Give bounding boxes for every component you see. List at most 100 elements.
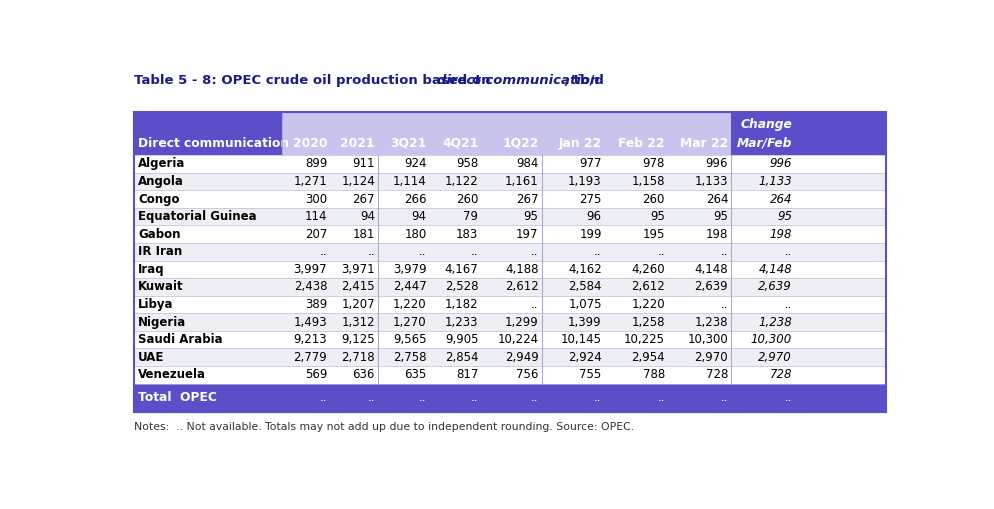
Text: 728: 728 bbox=[769, 369, 791, 381]
Text: 2,954: 2,954 bbox=[630, 351, 664, 364]
Text: 10,145: 10,145 bbox=[561, 333, 601, 346]
Text: ..: .. bbox=[418, 391, 426, 404]
Text: 755: 755 bbox=[579, 369, 601, 381]
Text: 260: 260 bbox=[642, 192, 664, 206]
Text: 1,124: 1,124 bbox=[341, 175, 375, 188]
Text: 207: 207 bbox=[304, 228, 327, 241]
Text: 1,161: 1,161 bbox=[504, 175, 538, 188]
Text: 1,220: 1,220 bbox=[393, 298, 426, 311]
Text: 3,971: 3,971 bbox=[341, 263, 375, 276]
Text: 95: 95 bbox=[523, 210, 538, 223]
Bar bbox=[133, 112, 886, 155]
Bar bbox=[133, 366, 886, 384]
Text: Table 5 - 8: OPEC crude oil production based on: Table 5 - 8: OPEC crude oil production b… bbox=[133, 74, 494, 87]
Text: 2,639: 2,639 bbox=[757, 280, 791, 294]
Text: 1,493: 1,493 bbox=[293, 316, 327, 329]
Text: 1,271: 1,271 bbox=[293, 175, 327, 188]
Text: ..: .. bbox=[657, 391, 664, 404]
Bar bbox=[133, 112, 886, 412]
Bar bbox=[133, 173, 886, 190]
Text: Feb 22: Feb 22 bbox=[618, 136, 664, 150]
Text: Direct communication: Direct communication bbox=[138, 136, 289, 150]
Text: 267: 267 bbox=[352, 192, 375, 206]
Bar bbox=[133, 278, 886, 296]
Text: 1,158: 1,158 bbox=[631, 175, 664, 188]
Text: 275: 275 bbox=[579, 192, 601, 206]
Text: 2021: 2021 bbox=[340, 136, 375, 150]
Text: 94: 94 bbox=[412, 210, 426, 223]
Text: 2,438: 2,438 bbox=[293, 280, 327, 294]
Text: 899: 899 bbox=[304, 157, 327, 171]
Text: ..: .. bbox=[367, 391, 375, 404]
Text: 569: 569 bbox=[304, 369, 327, 381]
Text: 1,299: 1,299 bbox=[504, 316, 538, 329]
Text: 2020: 2020 bbox=[292, 136, 327, 150]
Text: 4,148: 4,148 bbox=[757, 263, 791, 276]
Text: 1,122: 1,122 bbox=[444, 175, 478, 188]
Text: 9,565: 9,565 bbox=[393, 333, 426, 346]
Text: 9,213: 9,213 bbox=[293, 333, 327, 346]
Text: Libya: Libya bbox=[138, 298, 174, 311]
Text: ..: .. bbox=[531, 391, 538, 404]
Text: 996: 996 bbox=[705, 157, 728, 171]
Text: ..: .. bbox=[784, 391, 791, 404]
Text: 1Q22: 1Q22 bbox=[502, 136, 538, 150]
Text: UAE: UAE bbox=[138, 351, 164, 364]
Bar bbox=[133, 349, 886, 366]
Text: 198: 198 bbox=[769, 228, 791, 241]
Text: 1,193: 1,193 bbox=[568, 175, 601, 188]
Text: 197: 197 bbox=[516, 228, 538, 241]
Text: 95: 95 bbox=[776, 210, 791, 223]
Bar bbox=[133, 261, 886, 278]
Text: 1,075: 1,075 bbox=[568, 298, 601, 311]
Text: ..: .. bbox=[531, 298, 538, 311]
Text: 958: 958 bbox=[455, 157, 478, 171]
Text: 2,447: 2,447 bbox=[393, 280, 426, 294]
Bar bbox=[133, 384, 886, 412]
Text: 1,312: 1,312 bbox=[341, 316, 375, 329]
Text: 2,612: 2,612 bbox=[504, 280, 538, 294]
Bar bbox=[133, 225, 886, 243]
Text: 1,399: 1,399 bbox=[568, 316, 601, 329]
Text: ..: .. bbox=[531, 245, 538, 258]
Text: 2,854: 2,854 bbox=[444, 351, 478, 364]
Text: Mar/Feb: Mar/Feb bbox=[736, 136, 791, 150]
Bar bbox=[282, 112, 731, 155]
Text: ..: .. bbox=[470, 391, 478, 404]
Text: 10,300: 10,300 bbox=[750, 333, 791, 346]
Text: 10,224: 10,224 bbox=[497, 333, 538, 346]
Text: Nigeria: Nigeria bbox=[138, 316, 186, 329]
Text: 2,584: 2,584 bbox=[568, 280, 601, 294]
Text: 977: 977 bbox=[579, 157, 601, 171]
Text: 96: 96 bbox=[586, 210, 601, 223]
Text: 4,188: 4,188 bbox=[505, 263, 538, 276]
Text: 817: 817 bbox=[455, 369, 478, 381]
Text: 924: 924 bbox=[404, 157, 426, 171]
Text: 984: 984 bbox=[516, 157, 538, 171]
Text: 2,924: 2,924 bbox=[568, 351, 601, 364]
Text: 2,528: 2,528 bbox=[444, 280, 478, 294]
Text: 389: 389 bbox=[304, 298, 327, 311]
Text: 728: 728 bbox=[705, 369, 728, 381]
Text: 95: 95 bbox=[649, 210, 664, 223]
Text: IR Iran: IR Iran bbox=[138, 245, 182, 258]
Text: 4Q21: 4Q21 bbox=[441, 136, 478, 150]
Text: Mar 22: Mar 22 bbox=[679, 136, 728, 150]
Text: Saudi Arabia: Saudi Arabia bbox=[138, 333, 223, 346]
Text: 1,133: 1,133 bbox=[757, 175, 791, 188]
Text: 79: 79 bbox=[463, 210, 478, 223]
Text: ..: .. bbox=[319, 391, 327, 404]
Bar bbox=[133, 155, 886, 173]
Text: 199: 199 bbox=[579, 228, 601, 241]
Text: Gabon: Gabon bbox=[138, 228, 181, 241]
Text: ..: .. bbox=[784, 245, 791, 258]
Text: 114: 114 bbox=[304, 210, 327, 223]
Text: 300: 300 bbox=[305, 192, 327, 206]
Text: 10,300: 10,300 bbox=[687, 333, 728, 346]
Text: 1,182: 1,182 bbox=[444, 298, 478, 311]
Text: 264: 264 bbox=[769, 192, 791, 206]
Text: 1,220: 1,220 bbox=[630, 298, 664, 311]
Text: 2,970: 2,970 bbox=[694, 351, 728, 364]
Text: ..: .. bbox=[720, 391, 728, 404]
Bar bbox=[133, 243, 886, 261]
